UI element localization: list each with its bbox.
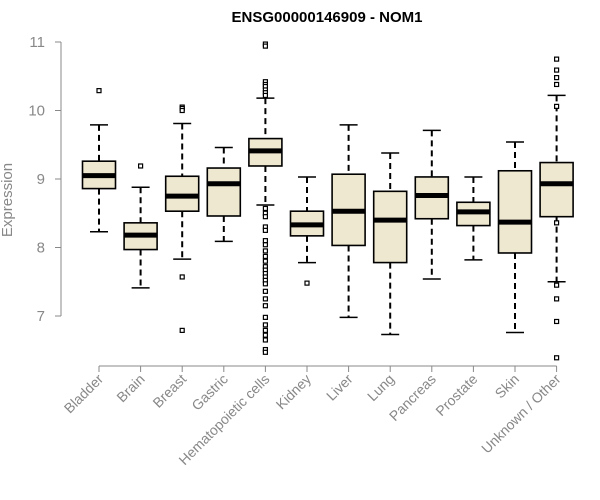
box-group [206, 146, 242, 243]
outlier-point [553, 318, 560, 325]
outlier-point [138, 163, 144, 169]
box-iqr [372, 190, 408, 264]
outlier-point [553, 355, 560, 361]
box-group [289, 176, 325, 286]
box-group [248, 41, 283, 355]
box-iqr [497, 169, 533, 254]
outlier-point [179, 107, 185, 114]
outlier-point [553, 296, 560, 302]
outlier-point [262, 205, 268, 212]
outlier-point [179, 274, 185, 280]
outlier-point [553, 81, 560, 88]
box-group [123, 163, 158, 289]
outlier-point [262, 314, 268, 320]
y-tick-label: 7 [37, 308, 45, 325]
outlier-point [262, 227, 268, 233]
box-iqr [539, 161, 574, 218]
outlier-point [262, 214, 268, 220]
box-group [81, 88, 117, 233]
box-group [414, 129, 450, 280]
outlier-point [262, 332, 268, 338]
outlier-point [304, 280, 310, 286]
x-tick-label: Skin [492, 371, 523, 402]
outlier-point [262, 327, 268, 333]
x-tick-label: Lung [364, 371, 397, 404]
box-group [539, 56, 574, 361]
y-tick-label: 10 [28, 103, 45, 120]
outlier-point [262, 281, 268, 287]
box-group [456, 176, 491, 261]
box-group [497, 141, 533, 334]
outlier-point [262, 303, 268, 309]
box-group [331, 124, 366, 319]
x-tick-label: Bladder [61, 371, 107, 417]
chart-title: ENSG00000146909 - NOM1 [232, 9, 423, 26]
outlier-point [262, 296, 268, 302]
y-axis-label: Expression [0, 163, 16, 237]
outlier-point [262, 258, 268, 264]
box-iqr [206, 167, 242, 217]
y-tick-label: 9 [37, 171, 45, 188]
outlier-point [262, 248, 268, 254]
outlier-point [262, 92, 268, 99]
x-tick-label: Unknown / Other [478, 371, 564, 457]
y-axis: 7 8 9 10 11 [28, 34, 62, 325]
outlier-point [262, 238, 268, 244]
box-group [164, 104, 200, 333]
outlier-point [553, 56, 560, 62]
outlier-point [262, 322, 268, 328]
outlier-point [262, 242, 268, 248]
outlier-point [262, 253, 268, 260]
x-tick-label: Breast [149, 371, 189, 411]
outlier-point [96, 88, 102, 94]
outlier-point [179, 327, 185, 333]
y-tick-label: 11 [29, 34, 45, 51]
outlier-point [262, 288, 268, 294]
outlier-point [262, 337, 268, 343]
outlier-point [553, 75, 560, 81]
y-tick-label: 8 [37, 240, 45, 257]
outlier-point [262, 349, 268, 355]
x-tick-label: Kidney [273, 371, 315, 413]
x-tick-label: Liver [323, 371, 356, 404]
x-tick-label: Brain [113, 371, 147, 405]
outlier-point [262, 43, 268, 49]
x-tick-label: Prostate [432, 371, 480, 419]
outlier-point [553, 220, 560, 226]
box-group [372, 152, 408, 336]
outlier-point [553, 67, 560, 73]
outlier-point [553, 282, 560, 288]
plot-area [81, 41, 574, 361]
outlier-point [553, 103, 560, 109]
